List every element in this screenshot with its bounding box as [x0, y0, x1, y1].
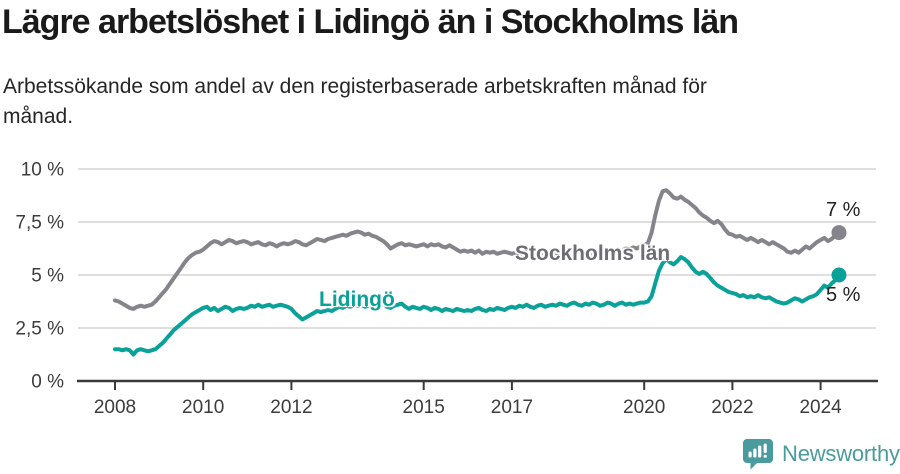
lidingo-end-value-label: 5 % [826, 284, 861, 306]
subtitle-line-1: Arbetssökande som andel av den registerb… [3, 75, 707, 98]
lidingo-end-dot [831, 267, 847, 283]
chart-subtitle: Arbetssökande som andel av den registerb… [3, 72, 707, 132]
newsworthy-logo-icon [743, 439, 773, 470]
x-tick-label: 2008 [94, 397, 136, 418]
stockholm-end-dot [831, 225, 847, 241]
y-tick-label: 0 % [31, 372, 64, 393]
subtitle-line-2: månad. [3, 105, 74, 128]
y-tick-label: 2,5 % [15, 319, 64, 340]
y-tick-label: 10 % [21, 160, 64, 181]
stockholm-series-label: Stockholms län [515, 242, 671, 265]
x-tick-label: 2020 [623, 397, 665, 418]
stockholm-line [113, 188, 841, 311]
newsworthy-brand-text: Newsworthy [782, 441, 900, 466]
x-tick-label: 2024 [799, 397, 842, 418]
x-tick-label: 2017 [491, 397, 533, 418]
page-title: Lägre arbetslöshet i Lidingö än i Stockh… [2, 3, 739, 41]
lidingo-series-label: Lidingö [319, 288, 395, 311]
x-tick-label: 2010 [182, 397, 224, 418]
x-tick-label: 2015 [403, 397, 445, 418]
y-tick-label: 7,5 % [15, 213, 64, 234]
stockholm-end-value-label: 7 % [826, 199, 861, 221]
lidingo-line [113, 255, 841, 357]
newsworthy-brand[interactable]: Newsworthy [742, 438, 900, 470]
x-tick-label: 2022 [711, 397, 753, 418]
y-tick-label: 5 % [31, 266, 64, 287]
x-tick-label: 2012 [270, 397, 312, 418]
